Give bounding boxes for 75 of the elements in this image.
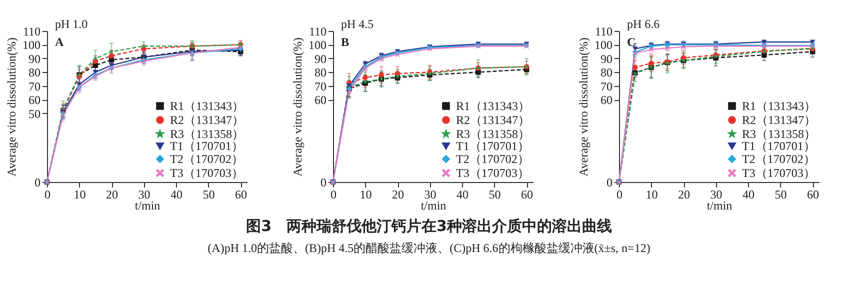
y-tick-label: 70 <box>28 79 40 94</box>
y-tick-label: 60 <box>28 93 40 108</box>
legend-label: T1（170701） <box>742 139 816 153</box>
x-tick-label: 30 <box>138 188 150 202</box>
y-tick-label: 100 <box>22 38 40 52</box>
y-tick-label: 90 <box>600 52 612 66</box>
y-tick-label: 80 <box>28 66 40 80</box>
legend-label: R3（131358） <box>456 127 530 141</box>
y-tick-label: 90 <box>28 52 40 66</box>
y-tick-label: 60 <box>600 93 612 108</box>
y-tick-label: 80 <box>600 66 612 80</box>
y-tick-label: 70 <box>600 79 612 94</box>
legend-label: T2（170702） <box>456 152 530 166</box>
x-tick-label: 40 <box>170 188 183 202</box>
legend-label: T1（170701） <box>456 139 530 153</box>
y-tick-label: 110 <box>308 24 326 38</box>
legend-label: R2（131347） <box>170 113 244 127</box>
legend-label: T2（170702） <box>742 152 816 166</box>
y-axis-title: Average vitro dissolution(%) <box>290 37 304 177</box>
y-tick-label: 100 <box>308 38 326 52</box>
legend-label: R1（131343） <box>170 99 244 113</box>
text: 图3 两种瑞舒伐他汀钙片在3种溶出介质中的溶出曲线 <box>245 217 613 236</box>
text: (A)pH 1.0的盐酸、(B)pH 4.5的醋酸盐缓冲液、(C)pH 6.6的枸橼酸盐缓冲液(x̄±s, n=12) <box>206 240 652 257</box>
legend-label: R1（131343） <box>456 99 530 113</box>
legend-label: T2（170702） <box>170 152 244 166</box>
x-tick-label: 20 <box>106 188 118 202</box>
y-tick-label: 110 <box>594 24 612 38</box>
legend-label: R3（131358） <box>742 127 816 141</box>
x-tick-label: 0 <box>44 188 50 202</box>
y-tick-label: 0 <box>606 176 612 190</box>
x-tick-label: 40 <box>742 188 755 202</box>
y-tick-label: 90 <box>314 52 326 66</box>
legend-label: R2（131347） <box>742 113 816 127</box>
annotation: C <box>627 35 636 49</box>
text: pH 4.5 <box>341 17 374 31</box>
x-tick-label: 10 <box>646 188 658 202</box>
x-tick-label: 20 <box>678 188 690 202</box>
y-tick-label: 80 <box>314 66 326 80</box>
text: pH 1.0 <box>55 17 88 31</box>
x-axis-title: t/min <box>134 198 160 212</box>
legend-label: T3（170703） <box>170 166 244 180</box>
x-tick-label: 50 <box>774 188 787 202</box>
x-tick-label: 30 <box>424 188 436 202</box>
legend-label: R3（131358） <box>170 127 244 141</box>
x-tick-label: 0 <box>330 188 336 202</box>
legend-label: T3（170703） <box>742 166 816 180</box>
x-tick-label: 60 <box>807 188 820 202</box>
x-tick-label: 0 <box>616 188 622 202</box>
annotation: B <box>341 35 350 49</box>
y-tick-label: 0 <box>320 176 326 190</box>
y-axis-title: Average vitro dissolution(%) <box>576 37 590 177</box>
y-tick-label: 50 <box>28 106 40 121</box>
x-tick-label: 50 <box>202 188 215 202</box>
legend-label: T3（170703） <box>456 166 530 180</box>
y-tick-label: 110 <box>22 24 40 38</box>
y-axis-title: Average vitro dissolution(%) <box>4 37 18 177</box>
legend-label: T1（170701） <box>170 139 244 153</box>
x-axis-title: t/min <box>706 198 732 212</box>
legend-label: R1（131343） <box>742 99 816 113</box>
x-tick-label: 30 <box>710 188 722 202</box>
annotation: A <box>55 35 64 49</box>
x-tick-label: 40 <box>456 188 469 202</box>
y-tick-label: 70 <box>314 79 326 94</box>
y-tick-label: 0 <box>34 176 40 190</box>
y-tick-label: 100 <box>594 38 612 52</box>
x-tick-label: 60 <box>235 188 248 202</box>
x-tick-label: 50 <box>488 188 501 202</box>
legend-label: R2（131347） <box>456 113 530 127</box>
x-axis-title: t/min <box>420 198 446 212</box>
text: pH 6.6 <box>627 17 660 31</box>
x-tick-label: 10 <box>360 188 372 202</box>
x-tick-label: 60 <box>521 188 534 202</box>
x-tick-label: 10 <box>74 188 86 202</box>
x-tick-label: 20 <box>392 188 404 202</box>
y-tick-label: 60 <box>314 93 326 108</box>
